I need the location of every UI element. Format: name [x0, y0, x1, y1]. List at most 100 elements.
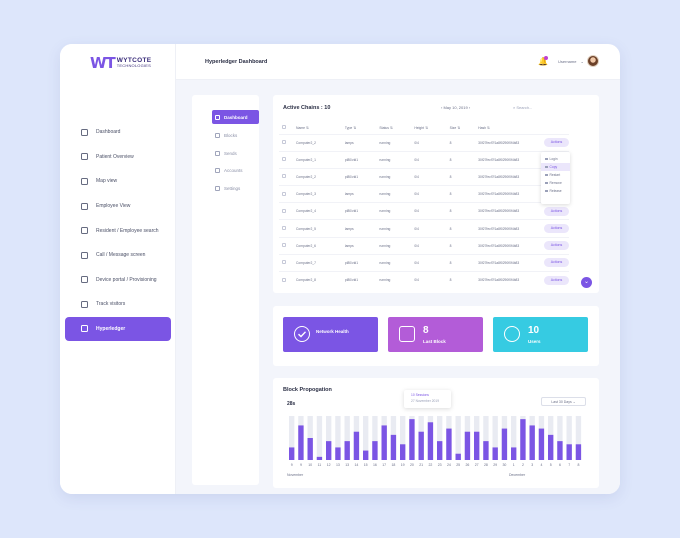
- column-header-hash[interactable]: Hash ⇅: [475, 122, 569, 134]
- bar[interactable]: [437, 441, 443, 460]
- actions-button[interactable]: Actions: [544, 138, 569, 147]
- bar[interactable]: [344, 441, 350, 460]
- bar[interactable]: [511, 447, 517, 460]
- logo[interactable]: WT WYTCOTE TECHNOLOGIES: [90, 54, 151, 72]
- bar[interactable]: [557, 441, 563, 460]
- range-select[interactable]: Last 30 Days ⌄: [541, 397, 586, 406]
- bar[interactable]: [326, 441, 332, 460]
- sidebar-item-employee-view[interactable]: Employee View: [65, 194, 171, 219]
- bar[interactable]: [548, 434, 554, 460]
- bar[interactable]: [353, 431, 360, 460]
- actions-button[interactable]: Actions: [544, 258, 569, 268]
- bar[interactable]: [381, 425, 387, 460]
- sidebar-item-resident-employee-search[interactable]: Resident / Employee search: [65, 218, 171, 243]
- user-menu[interactable]: Username ⌄: [558, 59, 584, 64]
- sidebar-item-dashboard[interactable]: Dashboard: [65, 120, 171, 145]
- bar[interactable]: [409, 419, 415, 460]
- avatar[interactable]: [587, 55, 599, 67]
- row-checkbox[interactable]: [279, 133, 293, 152]
- row-checkbox[interactable]: [279, 270, 293, 289]
- actions-button[interactable]: Actions: [544, 275, 569, 285]
- table-row[interactable]: Computer2_5 lamps running 0/4 8 30f27fecf7f1a…: [279, 219, 569, 238]
- subnav-label: Settings: [224, 185, 241, 191]
- bar[interactable]: [372, 441, 378, 460]
- sidebar-item-map-view[interactable]: Map view: [65, 169, 171, 194]
- bar[interactable]: [483, 441, 489, 460]
- actions-button[interactable]: Actions: [544, 241, 569, 251]
- bar[interactable]: [501, 428, 508, 460]
- scroll-down-button[interactable]: ⌄: [581, 277, 592, 288]
- table-row[interactable]: Computer2_1 pl80/vld1 running 0/4 8 30f27fecf…: [279, 150, 569, 169]
- sidebar-item-device-portal-provisioning[interactable]: Device portal / Provisioning: [65, 268, 171, 293]
- bar[interactable]: [529, 425, 535, 460]
- bar[interactable]: [538, 428, 545, 460]
- bar[interactable]: [289, 447, 295, 460]
- sidebar-item-track-visitors[interactable]: Track visitors: [65, 292, 171, 317]
- bar[interactable]: [307, 438, 313, 460]
- bar[interactable]: [492, 447, 498, 460]
- bar[interactable]: [464, 431, 471, 460]
- column-header-height[interactable]: Height ⇅: [411, 122, 446, 134]
- bar[interactable]: [390, 434, 397, 460]
- actions-button[interactable]: Actions: [544, 206, 569, 216]
- table-row[interactable]: Computer2_7 pl80/vld1 running 0/4 8 30f27fecf…: [279, 253, 569, 272]
- row-checkbox[interactable]: [279, 236, 293, 255]
- search-box[interactable]: ⌕ Search...: [513, 105, 532, 110]
- row-checkbox[interactable]: [279, 219, 293, 238]
- subnav-item-blocks[interactable]: Blocks: [212, 128, 259, 142]
- bar-chart: 9 9 10 11 12 13 13 14 15 16 17 18 19 20 21 22 23 24 25 26 27…: [289, 416, 582, 467]
- dropdown-item-login[interactable]: Login: [541, 155, 570, 163]
- users-tile[interactable]: 10 Users: [493, 317, 588, 352]
- bar[interactable]: [455, 453, 461, 460]
- column-header-type[interactable]: Type ⇅: [342, 122, 376, 134]
- actions-button[interactable]: Actions: [544, 224, 569, 233]
- column-header-status[interactable]: Status ⇅: [376, 122, 411, 134]
- subnav-item-dashboard[interactable]: Dashboard: [212, 110, 259, 124]
- sidebar-item-call-message-screen[interactable]: Call / Message screen: [65, 243, 171, 268]
- bar[interactable]: [446, 428, 452, 460]
- dropdown-item-remove[interactable]: Remove: [541, 179, 570, 187]
- sidebar-item-hyperledger[interactable]: Hyperledger: [65, 316, 171, 341]
- table-row[interactable]: Computer2_2 lamps running 0/4 8 30f27fecf7f1a…: [279, 133, 569, 152]
- date-selector[interactable]: ‹ May 10, 2019 ›: [441, 105, 470, 110]
- bar[interactable]: [575, 444, 582, 460]
- active-chains-card: Active Chains : 10 ‹ May 10, 2019 › ⌕ Se…: [273, 95, 599, 293]
- table-row[interactable]: Computer2_6 lamps running 0/4 8 30f27fecf7f1a…: [279, 236, 569, 255]
- dropdown-item-restart[interactable]: Restart: [541, 171, 570, 179]
- network-health-tile[interactable]: Network Health: [283, 317, 378, 352]
- table-row[interactable]: Computer2_2 pl80/vld1 running 0/4 8 30f27fecf…: [279, 167, 569, 186]
- row-checkbox[interactable]: [279, 253, 293, 272]
- bar[interactable]: [418, 431, 424, 460]
- topbar: Hyperledger Dashboard 🔔 Username ⌄: [176, 44, 620, 80]
- bell-icon[interactable]: 🔔: [538, 56, 548, 66]
- column-header-name[interactable]: Name ⇅: [293, 122, 342, 134]
- subnav-item-settings[interactable]: Settings: [212, 181, 259, 195]
- bar[interactable]: [335, 447, 341, 460]
- bar[interactable]: [520, 419, 526, 460]
- row-checkbox[interactable]: [279, 150, 293, 169]
- dropdown-item-copy[interactable]: Copy: [541, 163, 570, 171]
- bar[interactable]: [566, 444, 572, 460]
- sort-icon: ⇅: [424, 125, 428, 130]
- table-row[interactable]: Computer2_3 lamps running 0/4 8 30f27fecf7f1a…: [279, 185, 569, 203]
- row-checkbox[interactable]: [279, 202, 293, 220]
- select-all-checkbox[interactable]: [279, 122, 293, 134]
- column-header-size[interactable]: Size ⇅: [447, 122, 476, 134]
- bar[interactable]: [474, 431, 480, 460]
- table-row[interactable]: Computer2_8 pl80/vld1 running 0/4 8 30f27fecf…: [279, 270, 569, 289]
- dropdown-item-release[interactable]: Release: [541, 187, 570, 195]
- table-row[interactable]: Computer2_4 pl80/vld1 running 0/4 8 30f27fecf…: [279, 202, 569, 220]
- row-checkbox[interactable]: [279, 167, 293, 186]
- cell-type: pl80/vld1: [341, 167, 377, 186]
- bar[interactable]: [363, 450, 369, 460]
- bar[interactable]: [400, 444, 406, 460]
- last-block-tile[interactable]: 8 Last Block: [388, 317, 483, 352]
- row-checkbox[interactable]: [279, 185, 293, 203]
- sidebar-item-patient-overview[interactable]: Patient Overview: [65, 145, 171, 170]
- chevron-right-icon[interactable]: ›: [468, 105, 471, 110]
- bar[interactable]: [427, 422, 434, 460]
- bar[interactable]: [316, 456, 323, 460]
- subnav-item-accounts[interactable]: Accounts: [212, 163, 259, 177]
- bar[interactable]: [298, 425, 304, 460]
- subnav-item-sends[interactable]: Sends: [212, 146, 259, 160]
